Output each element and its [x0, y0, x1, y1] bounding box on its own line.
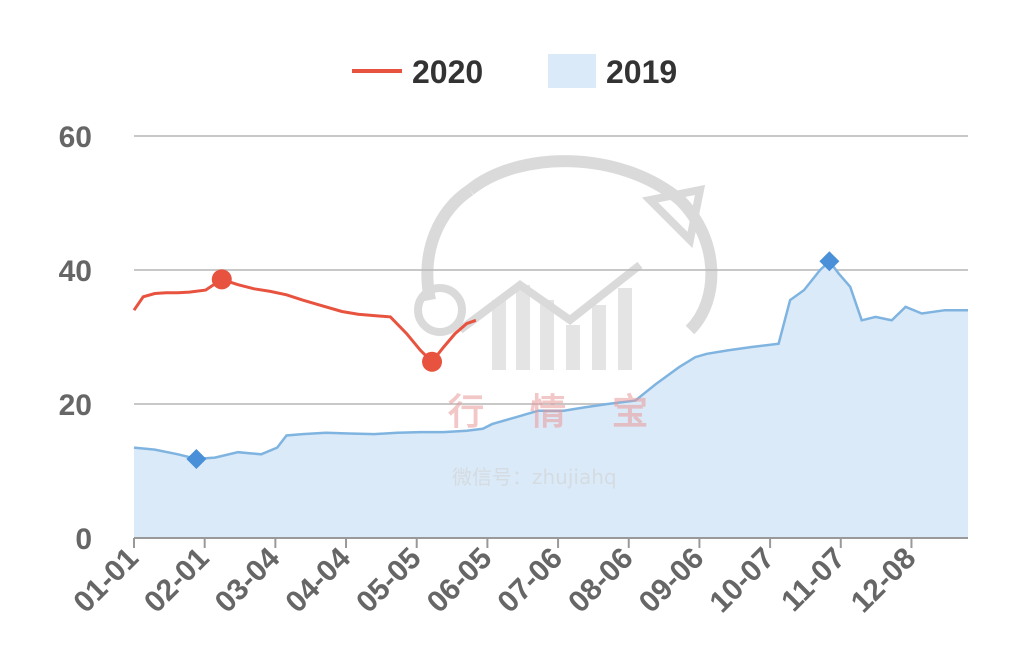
x-tick-label-07-06: 07-06 — [491, 542, 569, 620]
x-tick-label-03-04: 03-04 — [209, 541, 287, 619]
legend-label-2020: 2020 — [412, 54, 483, 90]
x-tick-label-08-06: 08-06 — [562, 542, 640, 620]
watermark-char-3: 宝 — [612, 392, 648, 433]
x-tick-label-02-01: 02-01 — [138, 542, 216, 620]
legend-label-2019: 2019 — [606, 54, 677, 90]
marker-2019-max[interactable] — [819, 251, 840, 272]
y-tick-label-60: 60 — [59, 121, 92, 154]
y-tick-label-0: 0 — [75, 523, 92, 556]
series-2019-line — [133, 259, 968, 461]
y-tick-label-20: 20 — [59, 389, 92, 422]
x-axis: 01-0102-0103-0404-0405-0506-0507-0608-06… — [67, 537, 968, 620]
pig-chart-logo-icon — [414, 155, 718, 370]
watermark-subtitle: 微信号：zhujiahq — [452, 465, 617, 489]
marker-2019-min[interactable] — [186, 448, 207, 469]
x-tick-label-05-05: 05-05 — [350, 542, 428, 620]
series-2019-area — [133, 259, 968, 538]
x-tick-label-10-07: 10-07 — [703, 542, 781, 620]
x-tick-label-09-06: 09-06 — [633, 542, 711, 620]
y-axis-ticks: 0 20 40 60 — [59, 121, 92, 556]
watermark-char-1: 行 — [448, 392, 484, 433]
x-tick-label-11-07: 11-07 — [775, 542, 851, 618]
marker-2020-min[interactable] — [422, 351, 443, 372]
series-markers — [186, 251, 840, 469]
y-tick-label-40: 40 — [59, 255, 92, 288]
series-2019-area-fill — [134, 261, 968, 538]
marker-2020-max[interactable] — [211, 269, 232, 290]
legend-item-2020[interactable]: 2020 — [352, 54, 483, 90]
legend-item-2019[interactable]: 2019 — [548, 54, 677, 90]
legend: 2020 2019 — [352, 54, 677, 90]
x-tick-label-06-05: 06-05 — [421, 542, 499, 620]
x-tick-label-12-08: 12-08 — [845, 542, 923, 620]
watermark-char-2: 情 — [530, 392, 566, 433]
watermark: 行 情 宝 微信号：zhujiahq — [414, 155, 718, 489]
x-tick-label-04-04: 04-04 — [279, 541, 357, 619]
legend-swatch-2019 — [548, 54, 596, 88]
